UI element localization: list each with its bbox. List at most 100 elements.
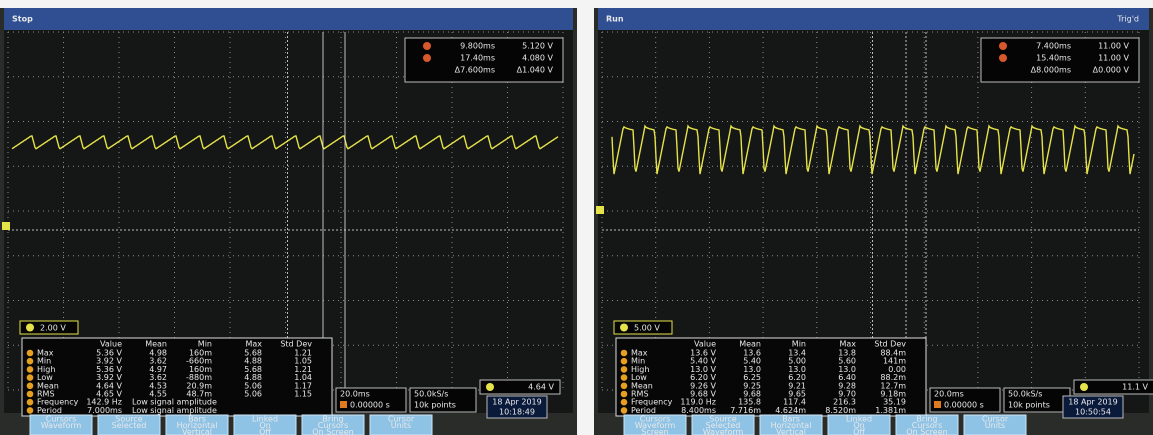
softkey[interactable] bbox=[233, 414, 297, 435]
sample-rate: 50.0kS/s bbox=[1008, 390, 1042, 399]
measurement-value: 5.36 V bbox=[96, 365, 122, 374]
softkey[interactable] bbox=[759, 414, 823, 435]
measurement-value: 9.65 bbox=[788, 390, 806, 399]
trigger-level: 4.64 V bbox=[528, 383, 554, 392]
measurement-value: 9.26 V bbox=[690, 381, 716, 390]
softkey-label: Source bbox=[709, 415, 737, 424]
softkey[interactable] bbox=[369, 414, 433, 435]
measurement-value: 1.17 bbox=[294, 381, 312, 390]
date: 18 Apr 2019 bbox=[1068, 398, 1117, 407]
measurement-icon bbox=[26, 390, 34, 398]
measurement-value: 6.25 bbox=[743, 373, 761, 382]
measurement-value: 8.520m bbox=[825, 406, 856, 415]
cursor-icon bbox=[423, 54, 431, 62]
cursor-readout-value: 9.800ms bbox=[460, 42, 495, 51]
measurement-label: Min bbox=[37, 357, 51, 366]
measurement-value: -880m bbox=[186, 373, 212, 382]
softkey[interactable] bbox=[895, 414, 959, 435]
cursor-readout-value: 11.00 V bbox=[1098, 42, 1129, 51]
measurement-header: Std Dev bbox=[280, 340, 312, 349]
measurement-value: 160m bbox=[189, 365, 212, 374]
measurement-header: Min bbox=[792, 340, 806, 349]
sample-rate: 50.0kS/s bbox=[414, 390, 448, 399]
status-text: Run bbox=[606, 15, 624, 24]
measurement-value: 1.381m bbox=[875, 406, 906, 415]
channel-icon bbox=[620, 323, 628, 332]
softkey-label: Cursor bbox=[982, 415, 1009, 424]
softkey-label: Source bbox=[115, 415, 143, 424]
softkey-label: Waveform bbox=[41, 421, 82, 430]
waveform-trace bbox=[11, 135, 559, 150]
measurement-label: High bbox=[37, 365, 55, 374]
softkey[interactable] bbox=[301, 414, 365, 435]
measurement-value: 216.3 bbox=[833, 398, 856, 407]
waveform-trace bbox=[611, 124, 1135, 175]
measurement-value: 9.21 bbox=[788, 381, 806, 390]
measurement-label: Low bbox=[631, 373, 647, 382]
measurement-value: 1.04 bbox=[294, 373, 312, 382]
softkey[interactable] bbox=[963, 414, 1027, 435]
measurement-value: 88.4m bbox=[880, 349, 906, 358]
measurement-value: 35.19 bbox=[883, 398, 906, 407]
measurement-value: 13.0 V bbox=[690, 365, 716, 374]
softkey[interactable] bbox=[827, 414, 891, 435]
measurement-value: 13.6 bbox=[743, 349, 761, 358]
measurement-label: RMS bbox=[631, 390, 649, 399]
softkey-label: Waveform bbox=[635, 421, 676, 430]
softkey-label: Cursor bbox=[388, 415, 415, 424]
measurement-value: 1.21 bbox=[294, 349, 312, 358]
measurement-value: 20.9m bbox=[186, 381, 212, 390]
measurement-value: 9.68 V bbox=[690, 390, 716, 399]
measurement-icon bbox=[26, 407, 34, 414]
measurement-value: 7.000ms bbox=[87, 406, 122, 415]
cursor-readout-value: Δ7.600ms bbox=[455, 66, 495, 75]
measurement-value: -660m bbox=[186, 357, 212, 366]
measurement-label: Max bbox=[631, 349, 648, 358]
softkey-label: Bars bbox=[782, 415, 800, 424]
measurement-header: Mean bbox=[145, 340, 167, 349]
channel-scale: 5.00 V bbox=[634, 324, 660, 333]
status-bar bbox=[4, 8, 573, 30]
cursor-readout-box bbox=[980, 37, 1140, 83]
measurement-label: Frequency bbox=[631, 398, 673, 407]
cursor-readout-value: 4.080 V bbox=[522, 54, 553, 63]
cursor-readout-box bbox=[404, 37, 564, 83]
softkey[interactable] bbox=[29, 414, 93, 435]
cursor-readout-value: 11.00 V bbox=[1098, 54, 1129, 63]
cursor-icon bbox=[999, 42, 1007, 50]
measurement-header: Min bbox=[198, 340, 212, 349]
trigger-level: 11.1 V bbox=[1122, 383, 1148, 392]
measurement-value: Low signal amplitude bbox=[132, 398, 217, 407]
softkey-label: On Screen bbox=[906, 428, 947, 435]
softkey-label: Units bbox=[985, 421, 1005, 430]
measurement-value: 119.0 Hz bbox=[680, 398, 716, 407]
softkey-label: On Screen bbox=[312, 428, 353, 435]
measurement-value: 4.55 bbox=[149, 390, 167, 399]
softkey-label: Bars bbox=[188, 415, 206, 424]
softkey-label: Linked bbox=[846, 415, 872, 424]
measurement-value: 1.21 bbox=[294, 365, 312, 374]
softkey-label: Cursors bbox=[912, 421, 942, 430]
date-box bbox=[1062, 395, 1124, 419]
measurement-icon bbox=[620, 398, 628, 406]
record-length: 10k points bbox=[414, 401, 456, 410]
softkey-label: On bbox=[853, 421, 864, 430]
trigger-icon bbox=[1080, 383, 1088, 391]
measurement-value: 4.88 bbox=[244, 373, 262, 382]
softkey[interactable] bbox=[691, 414, 755, 435]
softkey[interactable] bbox=[623, 414, 687, 435]
measurement-label: Max bbox=[37, 349, 54, 358]
softkey[interactable] bbox=[97, 414, 161, 435]
measurement-value: 135.8 bbox=[738, 398, 761, 407]
measurement-icon bbox=[620, 407, 628, 414]
measurement-value: 3.92 V bbox=[96, 373, 122, 382]
horizontal-scale: 20.0ms bbox=[934, 390, 964, 399]
measurement-value: 141m bbox=[883, 357, 906, 366]
softkey[interactable] bbox=[165, 414, 229, 435]
trigger-position: 0.00000 s bbox=[350, 401, 390, 410]
measurement-value: 1.15 bbox=[294, 390, 312, 399]
trigger-box bbox=[479, 379, 561, 395]
horizontal-box bbox=[335, 387, 407, 413]
measurement-value: 6.40 bbox=[838, 373, 856, 382]
measurement-value: 9.18m bbox=[880, 390, 906, 399]
